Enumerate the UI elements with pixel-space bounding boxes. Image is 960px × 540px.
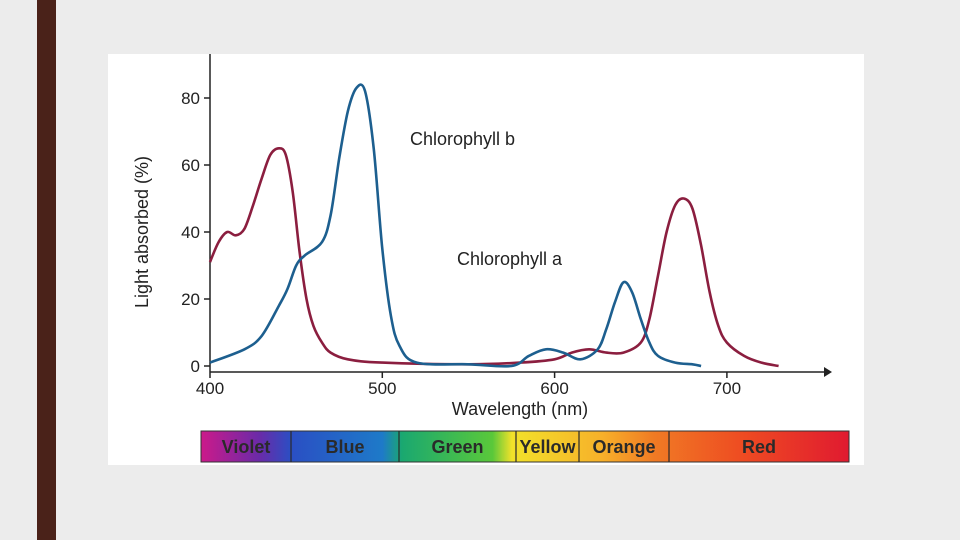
spectrum-bar: Violet Blue Green Yellow Orange Red bbox=[200, 430, 850, 463]
y-tick-label: 0 bbox=[191, 357, 200, 376]
x-tick-label: 400 bbox=[196, 379, 224, 398]
spectrum-band-label: Red bbox=[742, 437, 776, 457]
annotation-chlorophyll-b: Chlorophyll b bbox=[410, 129, 515, 149]
absorption-figure: 0 20 40 60 80 400 500 600 700 Chlorophyll b Chl… bbox=[108, 54, 864, 465]
absorption-chart: 0 20 40 60 80 400 500 600 700 Chlorophyll b Chl… bbox=[132, 54, 850, 463]
y-axis-title: Light absorbed (%) bbox=[132, 156, 152, 308]
x-tick-label: 600 bbox=[540, 379, 568, 398]
y-tick-label: 20 bbox=[181, 290, 200, 309]
y-tick-label: 40 bbox=[181, 223, 200, 242]
y-tick-label: 60 bbox=[181, 156, 200, 175]
slide-side-bar bbox=[37, 0, 56, 540]
x-axis-arrow bbox=[824, 367, 832, 377]
x-axis-title: Wavelength (nm) bbox=[452, 399, 588, 419]
spectrum-band-label: Orange bbox=[592, 437, 655, 457]
x-tick-label: 500 bbox=[368, 379, 396, 398]
spectrum-band-label: Green bbox=[431, 437, 483, 457]
spectrum-band-label: Violet bbox=[222, 437, 271, 457]
y-tick-label: 80 bbox=[181, 89, 200, 108]
spectrum-gradient bbox=[200, 430, 850, 463]
spectrum-band-label: Yellow bbox=[519, 437, 576, 457]
annotation-chlorophyll-a: Chlorophyll a bbox=[457, 249, 563, 269]
x-tick-label: 700 bbox=[713, 379, 741, 398]
spectrum-band-label: Blue bbox=[325, 437, 364, 457]
series-line-chlorophyll-b bbox=[209, 83, 702, 368]
